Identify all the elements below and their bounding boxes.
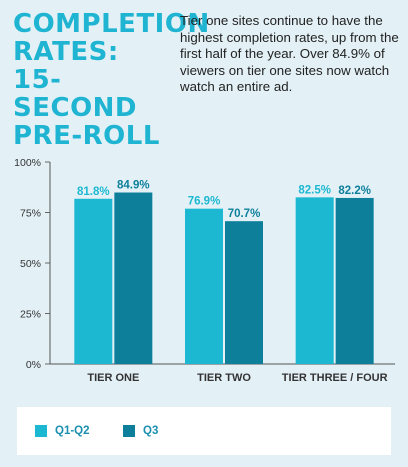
legend-swatch-q1-q2 bbox=[35, 425, 47, 437]
y-tick-label: 100% bbox=[14, 157, 41, 169]
data-label: 76.9% bbox=[188, 196, 221, 208]
data-label: 81.8% bbox=[77, 186, 110, 198]
data-label: 82.5% bbox=[298, 184, 331, 196]
legend-swatch-q3 bbox=[123, 425, 135, 437]
bar-q1-q2-2 bbox=[295, 197, 334, 364]
legend-item-q1-q2: Q1-Q2 bbox=[35, 423, 90, 439]
legend-item-q3: Q3 bbox=[123, 423, 158, 439]
bar-q3-1 bbox=[225, 221, 263, 364]
y-tick-label: 50% bbox=[20, 258, 41, 270]
intro-paragraph: Tier one sites continue to have the high… bbox=[180, 13, 399, 94]
title-line-4: PRE-ROLL bbox=[13, 121, 160, 151]
title-line-3: 15-SECOND bbox=[13, 65, 138, 123]
data-label: 70.7% bbox=[228, 208, 261, 220]
chart-legend: Q1-Q2 Q3 bbox=[17, 407, 391, 455]
y-tick-label: 75% bbox=[20, 208, 41, 220]
legend-label-q1-q2: Q1-Q2 bbox=[55, 425, 90, 437]
bar-q1-q2-1 bbox=[185, 208, 223, 364]
bar-q3-2 bbox=[335, 197, 374, 364]
title-line-2: RATES: bbox=[13, 37, 119, 67]
bar-q3-0 bbox=[114, 192, 153, 364]
legend-label-q3: Q3 bbox=[143, 425, 159, 437]
category-label: TIER TWO bbox=[197, 372, 251, 384]
category-label: TIER THREE / FOUR bbox=[282, 372, 388, 384]
data-label: 82.2% bbox=[338, 185, 371, 197]
bar-q1-q2-0 bbox=[74, 198, 113, 364]
category-label: TIER ONE bbox=[87, 372, 139, 384]
y-tick-label: 0% bbox=[26, 359, 41, 371]
y-tick-label: 25% bbox=[20, 309, 41, 321]
data-label: 84.9% bbox=[117, 180, 150, 192]
bar-chart: 100% 75% 50% 25% 0% 81.8% 84.9% TIER ONE 76.9% 70… bbox=[14, 157, 395, 384]
